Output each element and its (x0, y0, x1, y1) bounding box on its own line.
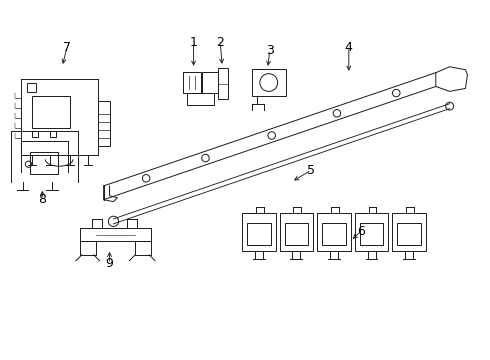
Text: 8: 8 (38, 193, 47, 206)
Bar (183, 72, 200, 93)
Bar (252, 69, 286, 96)
Bar (285, 223, 308, 245)
Bar (80, 241, 96, 255)
Bar (187, 93, 214, 105)
Bar (355, 213, 389, 251)
Bar (397, 223, 421, 245)
Bar (280, 213, 313, 251)
Bar (32, 96, 70, 128)
Bar (80, 228, 151, 241)
Bar (32, 131, 38, 137)
Text: 2: 2 (217, 36, 224, 49)
Bar (247, 223, 270, 245)
Bar (135, 241, 151, 255)
Text: 9: 9 (106, 257, 114, 270)
Bar (360, 223, 383, 245)
Bar (322, 223, 346, 245)
Bar (98, 101, 110, 145)
Text: 6: 6 (357, 225, 365, 238)
Text: 7: 7 (63, 41, 71, 54)
Text: 5: 5 (307, 164, 315, 177)
Bar (317, 213, 351, 251)
Bar (392, 213, 426, 251)
Text: 4: 4 (345, 41, 353, 54)
Text: 1: 1 (190, 36, 197, 49)
Bar (30, 152, 58, 174)
Bar (202, 72, 219, 93)
Bar (219, 68, 228, 99)
Text: 3: 3 (266, 44, 273, 57)
Bar (242, 213, 276, 251)
Bar (50, 131, 56, 137)
Bar (26, 82, 36, 93)
